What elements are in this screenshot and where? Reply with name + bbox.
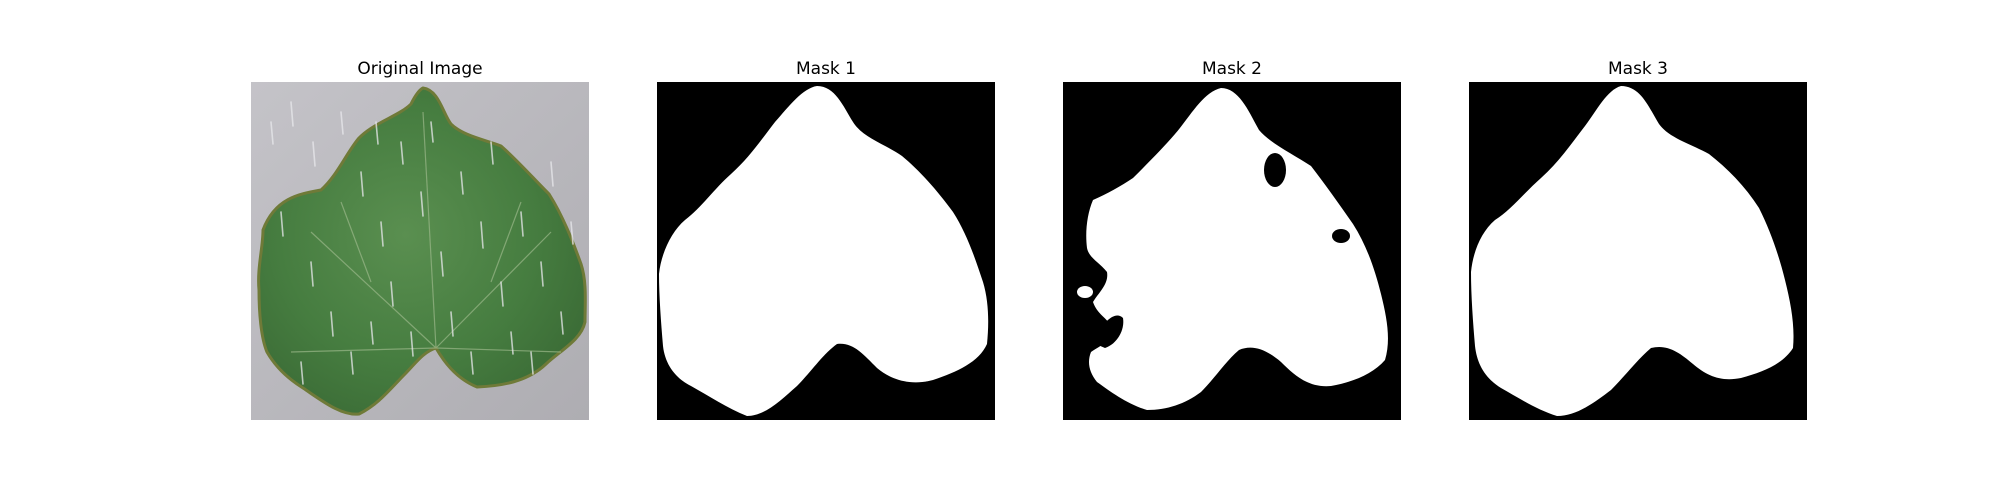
mask-1-image	[657, 82, 995, 420]
panel-original-image: Original Image	[251, 56, 589, 420]
original-leaf-photo	[251, 82, 589, 420]
mask-region	[1086, 88, 1388, 410]
panel-mask-2: Mask 2	[1063, 56, 1401, 420]
panel-title: Mask 1	[795, 59, 856, 79]
mask-region	[1471, 86, 1794, 416]
panel-title: Mask 3	[1607, 59, 1668, 79]
mask-speck	[1077, 286, 1093, 298]
panel-title: Original Image	[357, 59, 483, 79]
mask-3-image	[1469, 82, 1807, 420]
mask-2-image	[1063, 82, 1401, 420]
mask-region	[659, 86, 989, 416]
mask-hole	[1264, 153, 1286, 187]
panel-mask-1: Mask 1	[657, 56, 995, 420]
mask-hole	[1091, 315, 1124, 348]
panel-title: Mask 2	[1201, 59, 1262, 79]
mask-hole	[1332, 229, 1350, 243]
panel-mask-3: Mask 3	[1469, 56, 1807, 420]
